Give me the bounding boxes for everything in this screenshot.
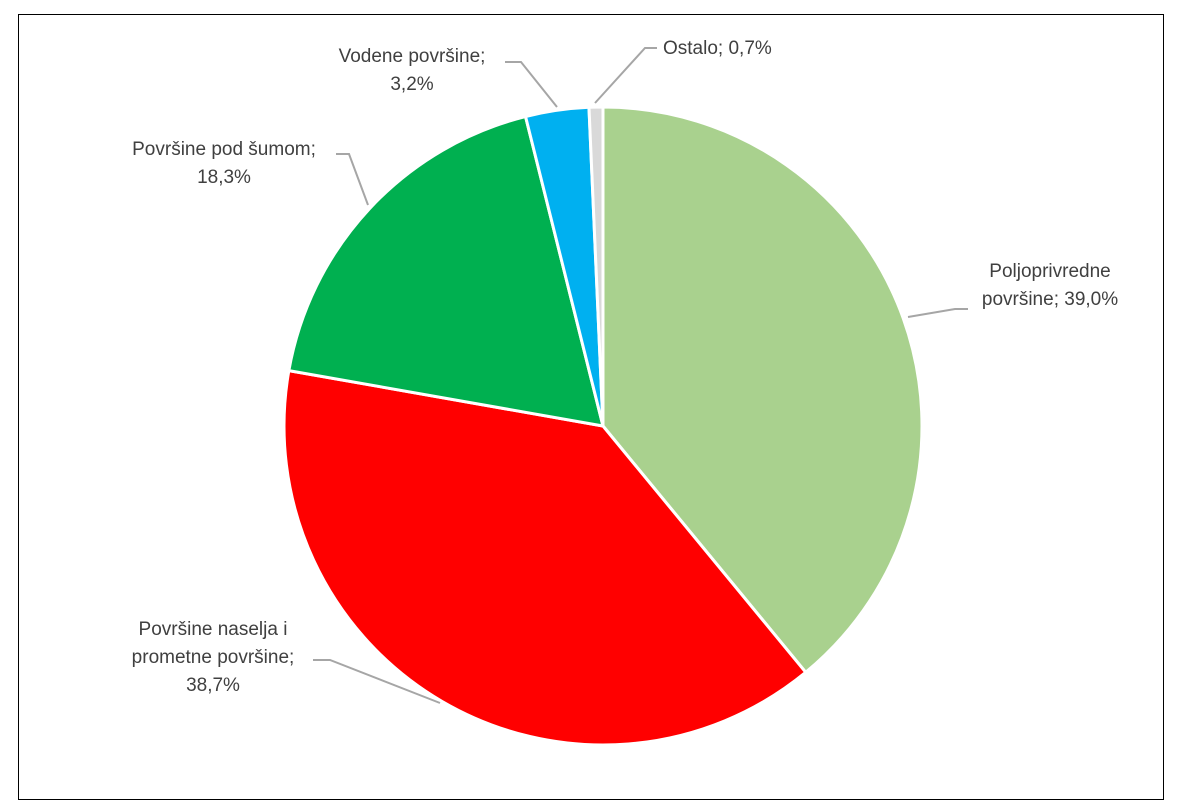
data-label-5: Ostalo; 0,7%	[663, 38, 772, 59]
data-label-line: površine; 39,0%	[982, 289, 1118, 310]
pie-slice-1	[601, 105, 924, 674]
pie-slice-3	[287, 115, 605, 428]
data-label-line: Površine naselja i	[139, 619, 288, 640]
data-label-line: 18,3%	[197, 167, 251, 188]
data-label-2: Površine naselja i prometne površine; 38,7…	[132, 619, 295, 696]
leader-line-4	[505, 61, 558, 108]
data-label-line: Ostalo; 0,7%	[663, 38, 772, 59]
data-label-line: Poljoprivredne	[989, 261, 1110, 282]
leader-line-5	[594, 47, 657, 104]
pie-slice-5	[587, 105, 605, 428]
data-label-4: Vodene površine; 3,2%	[339, 46, 486, 95]
data-label-1: Poljoprivredne površine; 39,0%	[982, 261, 1118, 310]
data-label-line: Površine pod šumom;	[132, 139, 316, 160]
leader-line-1	[907, 308, 968, 318]
pie-slice-2	[282, 369, 808, 747]
data-label-line: Vodene površine;	[339, 46, 486, 67]
leader-line-3	[336, 153, 369, 206]
data-label-line: 38,7%	[186, 675, 240, 696]
leader-line-2	[313, 659, 441, 704]
data-label-line: 3,2%	[390, 74, 433, 95]
data-label-line: prometne površine;	[132, 647, 295, 668]
data-label-3: Površine pod šumom; 18,3%	[132, 139, 316, 188]
